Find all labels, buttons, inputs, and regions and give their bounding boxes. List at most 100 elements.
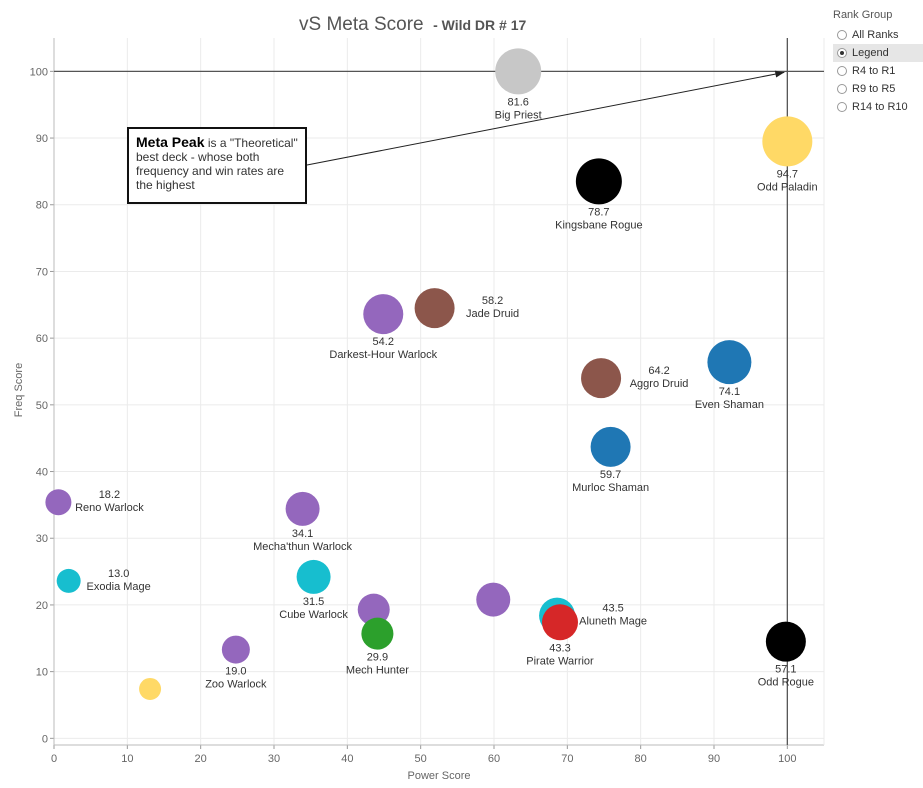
y-tick-label: 30 (36, 533, 48, 545)
x-tick-label: 70 (561, 753, 573, 765)
radio-icon[interactable] (837, 84, 847, 94)
data-point (765, 621, 806, 662)
point-score-label: 31.5 (303, 596, 324, 608)
x-axis-title: Power Score (408, 770, 471, 782)
point-score-label: 19.0 (225, 666, 246, 678)
rank-option-r9-to-r5[interactable]: R9 to R5 (833, 80, 923, 98)
data-point (590, 426, 631, 467)
data-point (575, 158, 622, 205)
y-tick-label: 100 (30, 66, 48, 78)
y-tick-label: 10 (36, 667, 48, 679)
y-tick-label: 60 (36, 333, 48, 345)
point-name-label: Pirate Warrior (526, 655, 594, 667)
y-tick-label: 40 (36, 467, 48, 479)
point-name-label: Darkest-Hour Warlock (329, 349, 437, 361)
point-name-label: Murloc Shaman (572, 482, 649, 494)
point-name-label: Mech Hunter (346, 665, 409, 677)
point-name-label: Aluneth Mage (579, 616, 647, 628)
point-score-label: 54.2 (373, 336, 394, 348)
data-point (56, 568, 81, 593)
rank-option-all-ranks[interactable]: All Ranks (833, 26, 923, 44)
meta-peak-arrow (306, 71, 785, 166)
point-name-label: Exodia Mage (87, 581, 151, 593)
rank-option-label: R14 to R10 (852, 101, 908, 113)
point-name-label: Odd Paladin (757, 181, 818, 193)
annotation-bold: Meta Peak (136, 134, 205, 150)
x-tick-label: 20 (195, 753, 207, 765)
rank-group-options: All Ranks Legend R4 to R1 R9 to R5 R14 to R1… (833, 26, 923, 116)
data-point (707, 340, 752, 385)
point-name-label: Cube Warlock (279, 609, 348, 621)
x-tick-label: 100 (778, 753, 796, 765)
x-tick-label: 60 (488, 753, 500, 765)
data-point (762, 116, 813, 167)
data-point (357, 593, 390, 626)
x-tick-label: 10 (121, 753, 133, 765)
point-score-label: 34.1 (292, 528, 313, 540)
point-score-label: 57.1 (775, 664, 796, 676)
data-point (296, 559, 331, 594)
x-tick-label: 80 (635, 753, 647, 765)
point-name-label: Big Priest (495, 109, 542, 121)
data-point (476, 582, 511, 617)
chart-title: vS Meta Score - Wild DR # 17 (299, 14, 526, 35)
point-name-label: Reno Warlock (75, 502, 144, 514)
chart-subtitle: - Wild DR # 17 (433, 17, 526, 33)
point-score-label: 29.9 (367, 652, 388, 664)
rank-option-label: R4 to R1 (852, 65, 896, 77)
point-score-label: 81.6 (507, 96, 528, 108)
point-name-label: Odd Rogue (758, 677, 814, 689)
point-name-label: Aggro Druid (630, 378, 689, 390)
annotation-text: is a "Theoretical" best deck - whose bot… (136, 136, 298, 192)
point-name-label: Mecha'thun Warlock (253, 541, 352, 553)
point-score-label: 78.7 (588, 206, 609, 218)
chart-title-main: vS Meta Score (299, 14, 424, 35)
point-score-label: 43.5 (602, 603, 623, 615)
y-axis-title: Freq Score (13, 363, 25, 417)
data-point (221, 635, 250, 664)
rank-option-label: R9 to R5 (852, 83, 896, 95)
radio-icon[interactable] (837, 30, 847, 40)
point-score-label: 94.7 (777, 168, 798, 180)
y-tick-label: 20 (36, 600, 48, 612)
point-score-label: 59.7 (600, 469, 621, 481)
data-point (285, 491, 320, 526)
y-tick-label: 50 (36, 400, 48, 412)
y-tick-label: 0 (42, 733, 48, 745)
axes: 0 10 20 30 40 50 60 70 80 90 100 0 10 20 30 40 50 60 70 80 9… (30, 38, 825, 765)
point-score-label: 13.0 (108, 568, 129, 580)
data-point (45, 489, 72, 516)
rank-option-label: Legend (852, 47, 889, 59)
radio-icon[interactable] (837, 48, 847, 58)
y-tick-label: 70 (36, 266, 48, 278)
rank-option-r14-to-r10[interactable]: R14 to R10 (833, 98, 923, 116)
point-score-label: 74.1 (719, 386, 740, 398)
x-tick-label: 40 (341, 753, 353, 765)
point-score-label: 64.2 (648, 365, 669, 377)
radio-icon[interactable] (837, 66, 847, 76)
data-point (581, 358, 622, 399)
x-tick-label: 0 (51, 753, 57, 765)
data-point (414, 288, 455, 329)
point-score-label: 43.3 (549, 642, 570, 654)
point-name-label: Zoo Warlock (205, 679, 267, 691)
data-point (542, 604, 578, 641)
y-tick-label: 80 (36, 200, 48, 212)
rank-option-legend[interactable]: Legend (833, 44, 923, 62)
data-points (45, 48, 813, 700)
rank-group-title: Rank Group (833, 9, 893, 21)
point-score-label: 18.2 (99, 489, 120, 501)
x-tick-label: 50 (415, 753, 427, 765)
data-point (495, 48, 542, 95)
data-point (139, 677, 162, 700)
point-name-label: Jade Druid (466, 308, 519, 320)
rank-option-label: All Ranks (852, 29, 899, 41)
radio-icon[interactable] (837, 102, 847, 112)
x-tick-label: 30 (268, 753, 280, 765)
data-point (363, 294, 404, 335)
point-name-label: Kingsbane Rogue (555, 219, 642, 231)
rank-option-r4-to-r1[interactable]: R4 to R1 (833, 62, 923, 80)
rank-group-filter: Rank Group All Ranks Legend R4 to R1 R9 to … (833, 9, 923, 116)
x-tick-label: 90 (708, 753, 720, 765)
